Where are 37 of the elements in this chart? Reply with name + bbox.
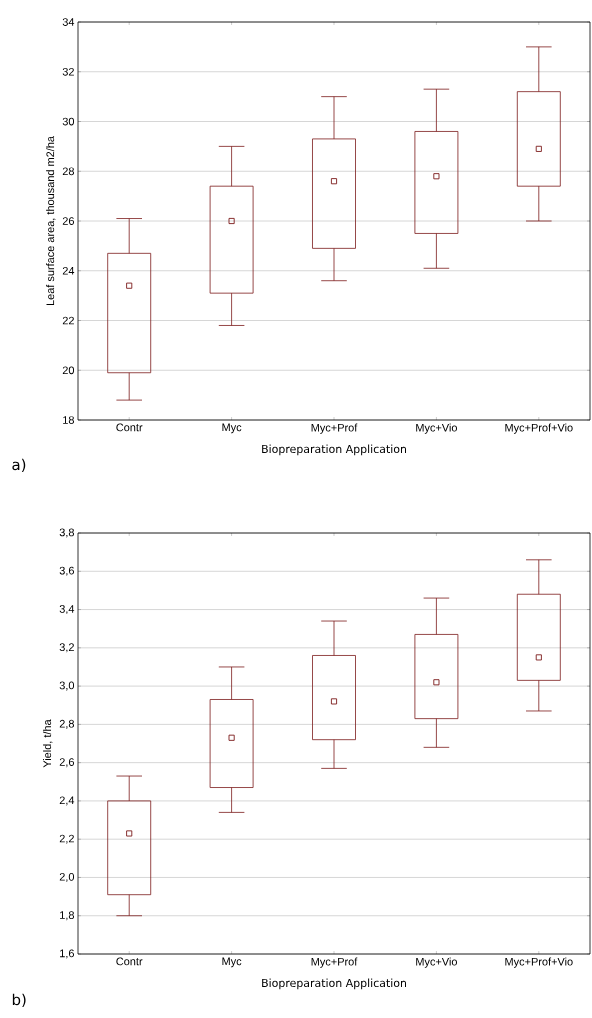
- y-tick-label: 3,8: [59, 528, 74, 538]
- y-tick-label: 1,8: [60, 911, 74, 921]
- x-tick-label: Myc: [222, 957, 242, 968]
- x-tick-label: Myc: [222, 423, 242, 434]
- y-tick-label: 34: [62, 18, 75, 26]
- y-tick-label: 22: [62, 316, 74, 325]
- x-tick-label: Myc+Prof: [311, 957, 358, 968]
- y-tick-label: 32: [62, 67, 74, 76]
- y-tick-label: 3,6: [59, 566, 74, 576]
- x-tick-label: Myc+Vio: [416, 957, 457, 968]
- y-tick-label: 26: [62, 217, 74, 225]
- y-tick-label: 3,4: [59, 605, 75, 615]
- y-tick-label: 28: [62, 167, 74, 176]
- y-tick-label: 1,6: [60, 949, 74, 959]
- x-tick-label: Myc+Vio: [416, 423, 457, 434]
- y-axis-title: Leaf surface area, thousand m2/ha: [46, 136, 56, 306]
- y-tick-label: 3,0: [59, 681, 75, 691]
- y-tick-label: 2,2: [59, 834, 74, 844]
- y-tick-label: 30: [62, 117, 75, 126]
- x-axis-title: Biopreparation Application: [262, 444, 406, 456]
- x-tick-label: Myc+Prof: [311, 423, 358, 434]
- x-tick-label: Myc+Prof+Vio: [505, 423, 573, 434]
- y-tick-label: 2,4: [59, 796, 75, 806]
- x-tick-label: Contr: [116, 957, 143, 966]
- y-tick-label: 3,2: [59, 643, 74, 653]
- y-tick-label: 24: [62, 266, 75, 275]
- x-tick-label: Contr: [116, 423, 143, 432]
- y-tick-label: 18: [63, 416, 74, 424]
- y-axis-title: Yield, t/ha: [43, 719, 53, 768]
- x-tick-label: Myc+Prof+Vio: [505, 957, 573, 968]
- y-tick-label: 2,0: [59, 872, 75, 882]
- y-tick-label: 2,6: [59, 758, 74, 768]
- text: a): [12, 458, 26, 472]
- text: b): [12, 993, 26, 1007]
- y-tick-label: 2,8: [59, 719, 74, 729]
- x-axis-title: Biopreparation Application: [262, 978, 407, 990]
- y-tick-label: 20: [62, 366, 75, 375]
